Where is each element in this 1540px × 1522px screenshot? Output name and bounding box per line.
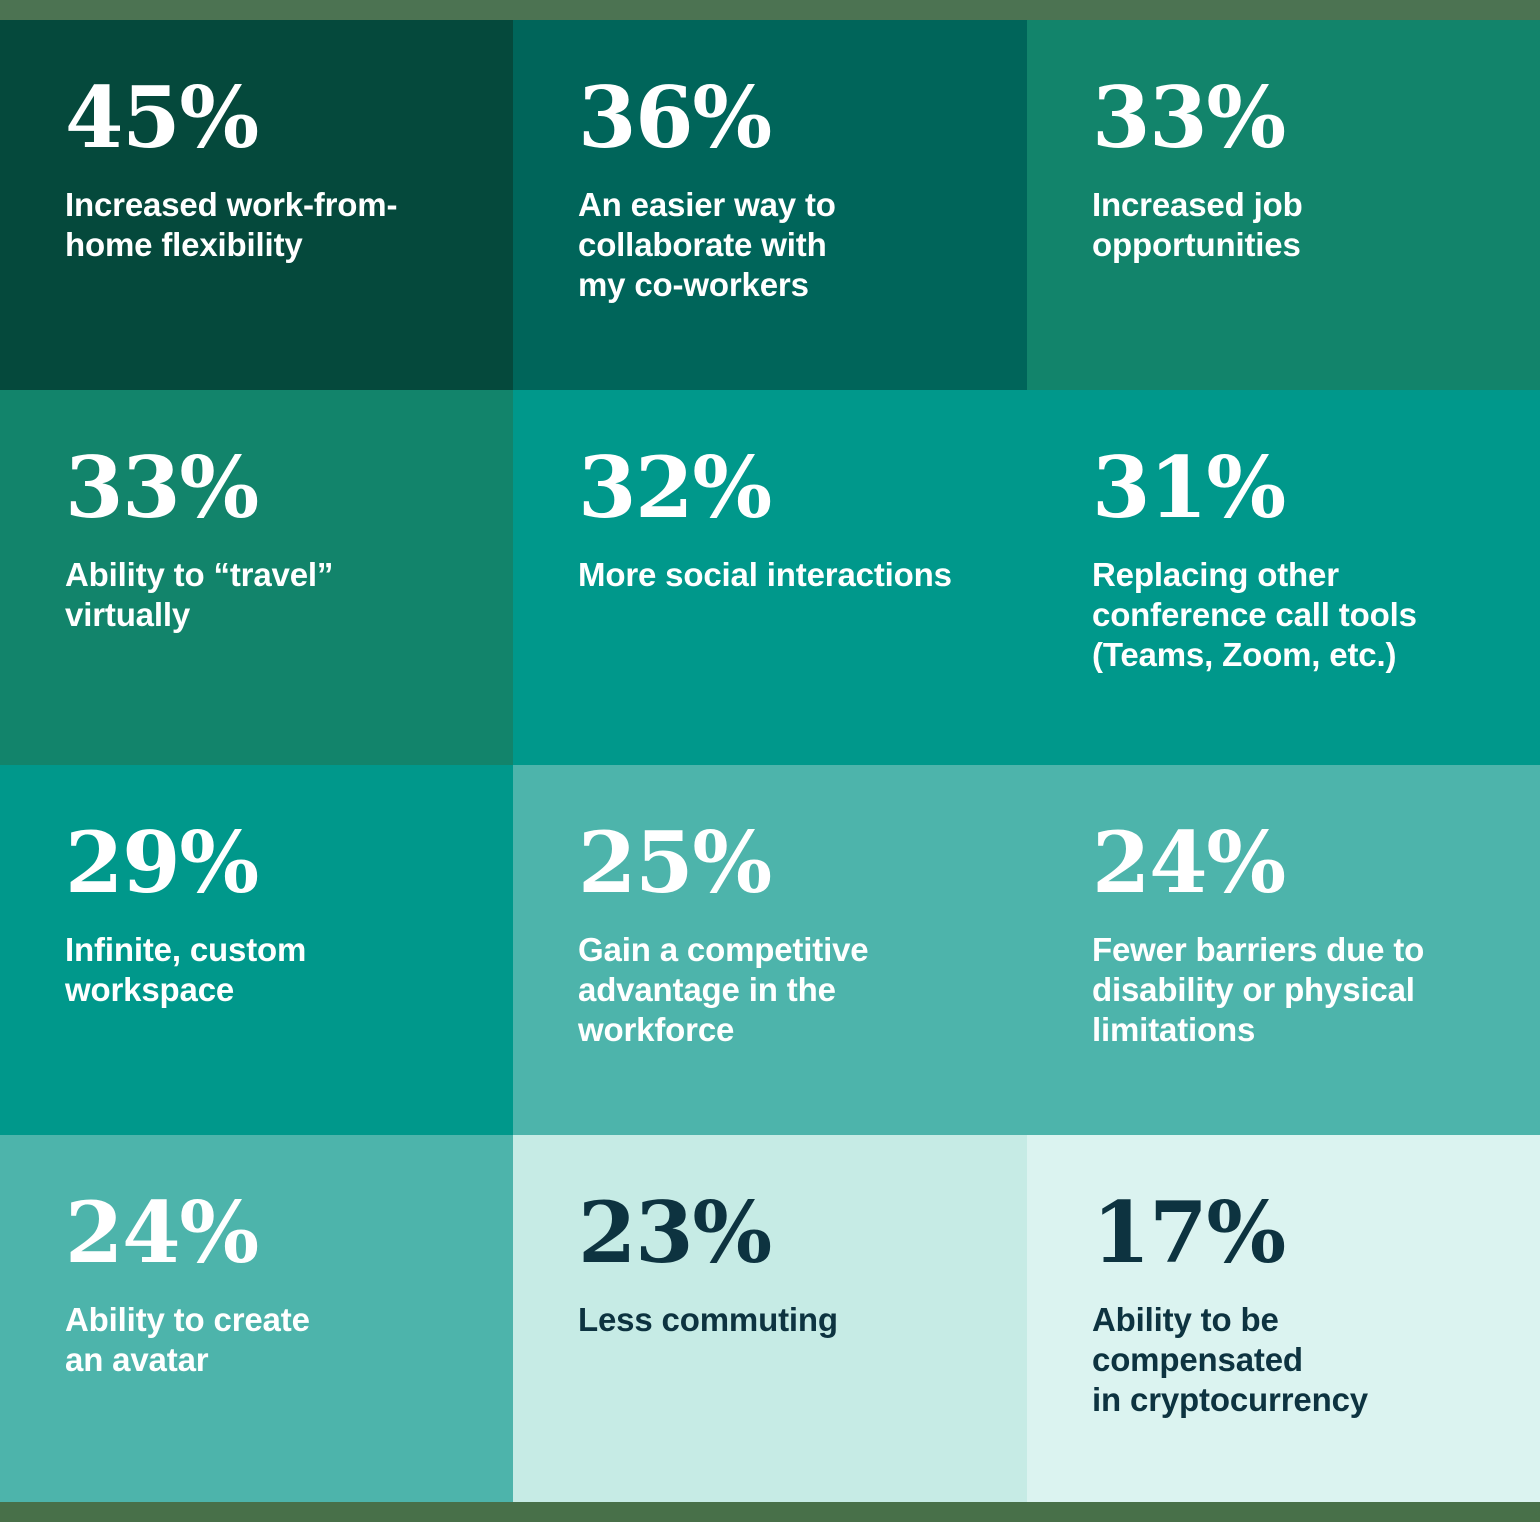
stat-label: Ability to “travel” virtually [65, 556, 334, 633]
stat-value: 24% [1092, 813, 1286, 912]
stat-label: Less commuting [578, 1301, 838, 1338]
stats-grid: 45% Increased work-from- home flexibilit… [0, 20, 1540, 1502]
stat-label: Increased job opportunities [1092, 186, 1303, 263]
stat-label: Infinite, custom workspace [65, 931, 307, 1008]
stat-cell-infinite-workspace: 29% Infinite, custom workspace [0, 765, 513, 1135]
stat-label: Replacing other conference call tools (T… [1092, 556, 1417, 673]
stat-value: 25% [578, 813, 772, 912]
stat-cell-replacing-tools: 31% Replacing other conference call tool… [1027, 390, 1540, 765]
stat-label: An easier way to collaborate with my co-… [578, 186, 836, 303]
top-border-band [0, 0, 1540, 20]
stat-cell-create-avatar: 24% Ability to create an avatar [0, 1135, 513, 1502]
stat-cell-job-opportunities: 33% Increased job opportunities [1027, 20, 1540, 390]
stat-value: 32% [578, 438, 772, 537]
stat-cell-work-from-home: 45% Increased work-from- home flexibilit… [0, 20, 513, 390]
stat-cell-competitive-advantage: 25% Gain a competitive advantage in the … [513, 765, 1027, 1135]
bottom-border-band [0, 1502, 1540, 1522]
stat-label: Fewer barriers due to disability or phys… [1092, 931, 1425, 1048]
stat-cell-social-interactions: 32% More social interactions [513, 390, 1027, 765]
stat-label: Ability to be compensated in cryptocurre… [1092, 1301, 1368, 1418]
stat-value: 33% [1092, 68, 1286, 167]
stat-value: 23% [578, 1183, 772, 1282]
stat-value: 31% [1092, 438, 1286, 537]
stat-value: 36% [578, 68, 772, 167]
stat-value: 24% [65, 1183, 259, 1282]
stat-value: 33% [65, 438, 259, 537]
stat-label: More social interactions [578, 556, 952, 593]
stat-value: 17% [1092, 1183, 1286, 1282]
stat-cell-travel-virtually: 33% Ability to “travel” virtually [0, 390, 513, 765]
stat-label: Gain a competitive advantage in the work… [578, 931, 869, 1048]
stat-cell-fewer-barriers: 24% Fewer barriers due to disability or … [1027, 765, 1540, 1135]
stat-label: Ability to create an avatar [65, 1301, 310, 1378]
stat-cell-cryptocurrency: 17% Ability to be compensated in cryptoc… [1027, 1135, 1540, 1502]
stat-cell-less-commuting: 23% Less commuting [513, 1135, 1027, 1502]
stat-value: 45% [65, 68, 259, 167]
stat-value: 29% [65, 813, 259, 912]
stat-label: Increased work-from- home flexibility [65, 186, 398, 263]
stat-cell-collaborate: 36% An easier way to collaborate with my… [513, 20, 1027, 390]
